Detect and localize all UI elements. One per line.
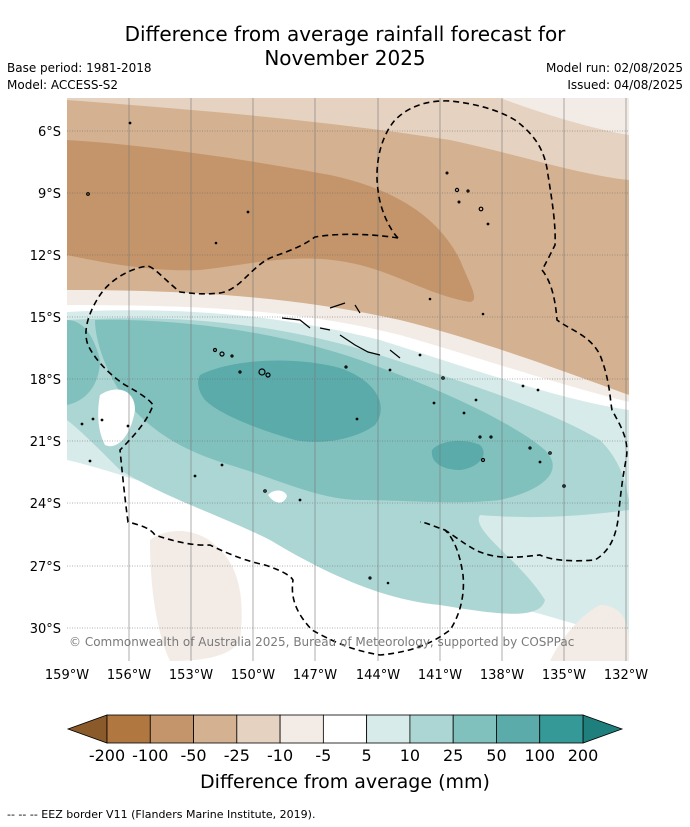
- lon-label: 156°W: [107, 668, 151, 683]
- lon-labels: 159°W 156°W 153°W 150°W 147°W 144°W 141°…: [45, 668, 648, 683]
- colorbar-tick-label: 50: [486, 746, 506, 765]
- colorbar-arrow-left: [66, 714, 108, 744]
- lon-label: 159°W: [45, 668, 89, 683]
- lat-label: 18°S: [30, 373, 61, 388]
- colorbar-swatch: [322, 714, 368, 744]
- meta-right: Model run: 02/08/2025 Issued: 04/08/2025: [546, 60, 683, 94]
- white-patch: [268, 490, 287, 503]
- wet-band-50: [198, 360, 381, 442]
- eez-border-east: [376, 100, 628, 562]
- model-name: Model: ACCESS-S2: [7, 78, 119, 92]
- eez-footnote: -- -- -- EEZ border V11 (Flanders Marine…: [7, 808, 316, 821]
- colorbar-tick-label: 5: [362, 746, 372, 765]
- lat-labels: 6°S 9°S 12°S 15°S 18°S 21°S 24°S 27°S 30…: [30, 125, 61, 637]
- lon-label: 150°W: [231, 668, 275, 683]
- lat-label: 15°S: [30, 311, 61, 326]
- meridians: [128, 98, 627, 661]
- colorbar-tick-label: -25: [224, 746, 250, 765]
- model-run: Model run: 02/08/2025: [545, 61, 683, 75]
- lat-label: 9°S: [38, 187, 61, 202]
- dry-band-50: [67, 140, 475, 302]
- lon-label: 153°W: [169, 668, 213, 683]
- lon-label: 132°W: [604, 668, 648, 683]
- lon-label: 135°W: [542, 668, 586, 683]
- eez-border-west: [85, 233, 465, 656]
- colorbar-swatch: [236, 714, 281, 744]
- map-title: Difference from average rainfall forecas…: [0, 22, 690, 70]
- lat-label: 24°S: [30, 497, 61, 512]
- islands: [80, 121, 566, 585]
- colorbar-tick-label: 100: [524, 746, 555, 765]
- colorbar-swatch: [452, 714, 497, 744]
- colorbar-swatch: [149, 714, 194, 744]
- colorbar-boxes: [106, 714, 584, 744]
- graticule: [67, 130, 629, 629]
- colorbar-swatch: [496, 714, 541, 744]
- dry-band-5: [67, 290, 629, 402]
- colorbar-tick-label: 200: [568, 746, 599, 765]
- lat-label: 27°S: [30, 560, 61, 575]
- colorbar-tick-label: 10: [400, 746, 420, 765]
- lon-label: 138°W: [480, 668, 524, 683]
- title-line-1: Difference from average rainfall forecas…: [124, 22, 566, 46]
- lat-label: 6°S: [38, 125, 61, 140]
- lon-label: 141°W: [418, 668, 462, 683]
- forecast-map: © Commonwealth of Australia 2025, Bureau…: [30, 98, 648, 793]
- colorbar-tick-label: -10: [267, 746, 293, 765]
- lat-label: 21°S: [30, 435, 61, 450]
- copyright-text: © Commonwealth of Australia 2025, Bureau…: [69, 635, 574, 649]
- lat-label: 30°S: [30, 622, 61, 637]
- colorbar-tick-label: -200: [89, 746, 125, 765]
- colorbar-arrow-right: [582, 714, 624, 744]
- wet-band-25-left: [67, 320, 100, 405]
- meta-left: Base period: 1981-2018 Model: ACCESS-S2: [7, 60, 152, 94]
- colorbar-swatch: [193, 714, 238, 744]
- neutral-patch-sw2: [98, 389, 135, 447]
- colorbar-title: Difference from average (mm): [200, 771, 490, 793]
- colorbar-tick-label: -100: [132, 746, 168, 765]
- dry-patch-se: [550, 605, 629, 661]
- colorbar-ticks: -200 -100 -50 -25 -10 -5 5 10 25 50 100 200: [89, 746, 598, 765]
- colorbar-swatch: [539, 714, 584, 744]
- colorbar: -200 -100 -50 -25 -10 -5 5 10 25 50 100 200 Differe…: [66, 714, 624, 793]
- lon-label: 147°W: [293, 668, 337, 683]
- colorbar-swatch: [279, 714, 324, 744]
- map-plot-area: © Commonwealth of Australia 2025, Bureau…: [67, 98, 629, 661]
- colorbar-swatch: [106, 714, 151, 744]
- colorbar-swatch: [366, 714, 411, 744]
- title-line-2: November 2025: [264, 46, 426, 70]
- dry-patch-sw: [150, 530, 242, 661]
- lat-label: 12°S: [30, 249, 61, 264]
- colorbar-tick-label: -5: [315, 746, 331, 765]
- colorbar-swatch: [409, 714, 454, 744]
- issued-date: Issued: 04/08/2025: [567, 78, 683, 92]
- base-period: Base period: 1981-2018: [7, 61, 152, 75]
- colorbar-tick-label: 25: [443, 746, 463, 765]
- lon-label: 144°W: [356, 668, 400, 683]
- colorbar-tick-label: -50: [180, 746, 206, 765]
- wet-band-50b: [431, 440, 484, 470]
